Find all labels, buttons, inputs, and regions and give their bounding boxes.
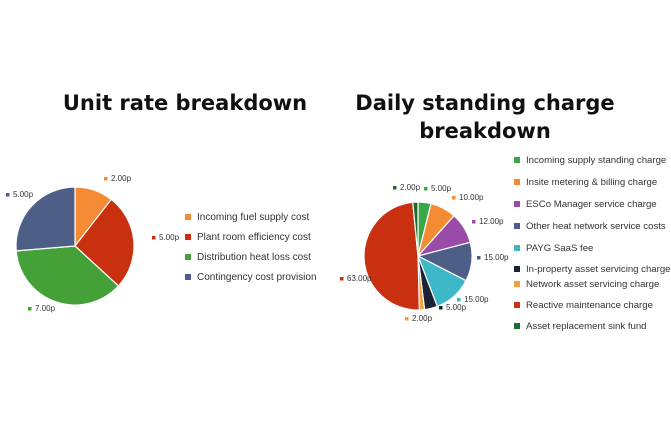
legend-item: Reactive maintenance charge [514,300,671,311]
pie-slice [74,198,135,287]
legend-label: Insite metering & billing charge [526,177,658,188]
legend-item: Plant room efficiency cost [185,232,325,243]
legend-swatch [514,223,520,229]
legend-item: ESCo Manager service charge [514,199,671,210]
pie-slice [15,186,76,252]
legend-label: Plant room efficiency cost [197,232,311,243]
legend-item: In-property asset servicing charge [514,264,671,275]
data-label-marker [393,186,397,190]
legend-swatch [514,302,520,308]
data-label-marker [457,298,461,302]
standing-charge-legend: Incoming supply standing charge Insite me… [514,155,671,342]
legend-item: Other heat network service costs [514,221,671,232]
legend-label: ESCo Manager service charge [526,199,657,210]
data-label-marker [28,307,32,311]
pie-slice [15,245,120,306]
data-label: 5.00p [159,233,180,242]
legend-item: Insite metering & billing charge [514,177,671,188]
legend-item: PAYG SaaS fee [514,243,671,254]
data-label: 2.00p [111,174,132,183]
legend-label: Asset replacement sink fund [526,321,647,332]
legend-label: Other heat network service costs [526,221,666,232]
unit-rate-legend: Incoming fuel supply cost Plant room effi… [185,212,325,292]
legend-swatch [185,254,191,260]
legend-item: Contingency cost provision [185,272,325,283]
data-label-marker [477,256,481,260]
legend-swatch [185,274,191,280]
data-label: 2.00p [412,314,433,323]
legend-swatch [514,323,520,329]
legend-item: Network asset servicing charge [514,279,671,290]
data-label: 5.00p [431,184,452,193]
legend-label: Network asset servicing charge [526,279,660,290]
legend-swatch [514,157,520,163]
data-label-marker [424,187,428,191]
legend-swatch [514,201,520,207]
data-label: 12.00p [479,217,504,226]
data-label: 2.00p [400,183,421,192]
legend-label: Reactive maintenance charge [526,300,653,311]
data-label-marker [452,196,456,200]
legend-swatch [185,234,191,240]
pie-slice [412,201,419,257]
data-label-marker [472,220,476,224]
legend-label: Distribution heat loss cost [197,252,311,263]
legend-label: PAYG SaaS fee [526,243,594,254]
data-label: 10.00p [459,193,484,202]
data-label: 15.00p [464,295,489,304]
data-label: 5.00p [446,303,467,312]
data-label: 5.00p [13,190,34,199]
data-label: 15.00p [484,253,509,262]
legend-label: Incoming supply standing charge [526,155,667,166]
legend-swatch [514,266,520,272]
pie-slice [363,201,420,311]
data-label-marker [405,317,409,321]
legend-label: In-property asset servicing charge [526,264,671,275]
legend-item: Asset replacement sink fund [514,321,671,332]
data-label: 7.00p [35,304,56,313]
data-label-marker [6,193,10,197]
data-label: 63.00p [347,274,372,283]
legend-item: Incoming fuel supply cost [185,212,325,223]
data-label-marker [439,306,443,310]
legend-swatch [514,245,520,251]
data-label-marker [152,236,156,240]
legend-swatch [185,214,191,220]
data-label-marker [104,177,108,181]
legend-item: Distribution heat loss cost [185,252,325,263]
legend-swatch [514,179,520,185]
standing-charge-chart-title: Daily standing charge breakdown [355,91,615,143]
data-label-marker [340,277,344,281]
unit-rate-chart-title: Unit rate breakdown [62,91,308,115]
legend-swatch [514,281,520,287]
legend-item: Incoming supply standing charge [514,155,671,166]
legend-label: Incoming fuel supply cost [197,212,310,223]
legend-label: Contingency cost provision [197,272,317,283]
